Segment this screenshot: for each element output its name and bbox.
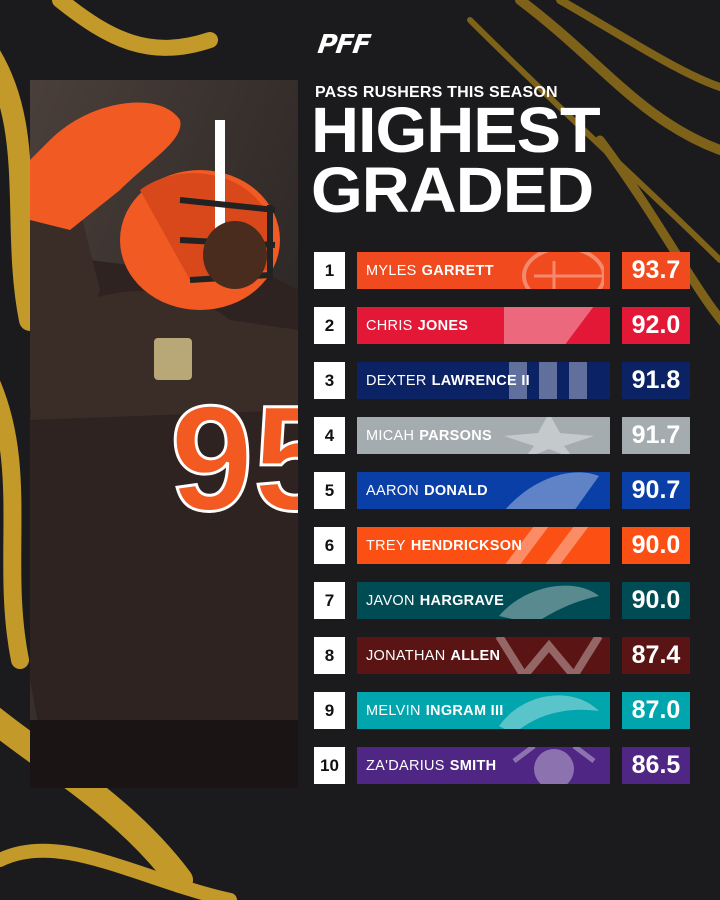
ny-icon — [509, 362, 587, 399]
player-last-name: PARSONS — [419, 427, 492, 444]
player-name-bar: AARON DONALD — [357, 472, 610, 509]
horn-icon — [505, 472, 599, 509]
page-title: HIGHEST GRADED — [311, 94, 601, 226]
player-last-name: JONES — [417, 317, 469, 334]
player-grade: 87.0 — [622, 692, 690, 729]
player-first-name: JONATHAN — [366, 647, 446, 664]
tiger-stripe-icon — [505, 527, 589, 564]
player-name-bar: MICAH PARSONS — [357, 417, 610, 454]
player-name-bar: ZA'DARIUS SMITH — [357, 747, 610, 784]
rankings-list: 1 MYLES GARRETT 93.7 2 CHRIS JONES 92.0 3 DEXTER L… — [314, 252, 690, 802]
player-name-bar: JAVON HARGRAVE — [357, 582, 610, 619]
player-name: JAVON HARGRAVE — [366, 582, 504, 619]
player-name: AARON DONALD — [366, 472, 488, 509]
player-grade: 90.0 — [622, 582, 690, 619]
player-last-name: DONALD — [424, 482, 488, 499]
player-grade: 87.4 — [622, 637, 690, 674]
eagle-icon — [499, 585, 599, 619]
ranking-row: 10 ZA'DARIUS SMITH 86.5 — [314, 747, 690, 784]
rank-number: 5 — [314, 472, 345, 509]
player-grade: 86.5 — [622, 747, 690, 784]
ranking-row: 4 MICAH PARSONS 91.7 — [314, 417, 690, 454]
player-first-name: JAVON — [366, 592, 415, 609]
player-name: MICAH PARSONS — [366, 417, 492, 454]
player-last-name: HARGRAVE — [419, 592, 505, 609]
rank-number: 2 — [314, 307, 345, 344]
player-name: JONATHAN ALLEN — [366, 637, 500, 674]
player-first-name: MICAH — [366, 427, 415, 444]
ranking-row: 9 MELVIN INGRAM III 87.0 — [314, 692, 690, 729]
jersey-number: 95 — [170, 374, 298, 542]
player-grade: 91.8 — [622, 362, 690, 399]
player-first-name: AARON — [366, 482, 420, 499]
player-name: CHRIS JONES — [366, 307, 468, 344]
player-grade: 92.0 — [622, 307, 690, 344]
player-grade: 90.7 — [622, 472, 690, 509]
title-line-1: HIGHEST — [311, 94, 601, 166]
player-name: DEXTER LAWRENCE II — [366, 362, 530, 399]
player-name-bar: CHRIS JONES — [357, 307, 610, 344]
player-last-name: GARRETT — [421, 262, 494, 279]
rank-number: 6 — [314, 527, 345, 564]
rank-number: 7 — [314, 582, 345, 619]
rank-number: 3 — [314, 362, 345, 399]
player-first-name: DEXTER — [366, 372, 427, 389]
viking-icon — [512, 747, 596, 784]
rank-number: 10 — [314, 747, 345, 784]
player-first-name: ZA'DARIUS — [366, 757, 445, 774]
w-icon — [495, 637, 603, 674]
player-first-name: TREY — [366, 537, 406, 554]
player-photo: 95 — [30, 80, 298, 788]
ranking-row: 6 TREY HENDRICKSON 90.0 — [314, 527, 690, 564]
rank-number: 8 — [314, 637, 345, 674]
helmet-icon — [522, 252, 604, 289]
player-grade: 91.7 — [622, 417, 690, 454]
player-name-bar: JONATHAN ALLEN — [357, 637, 610, 674]
dolphin-icon — [499, 695, 599, 729]
player-first-name: MELVIN — [366, 702, 421, 719]
player-last-name: ALLEN — [450, 647, 501, 664]
player-name: MYLES GARRETT — [366, 252, 494, 289]
player-name: ZA'DARIUS SMITH — [366, 747, 496, 784]
player-name: TREY HENDRICKSON — [366, 527, 522, 564]
ranking-row: 3 DEXTER LAWRENCE II 91.8 — [314, 362, 690, 399]
subtitle: PASS RUSHERS THIS SEASON — [315, 84, 558, 101]
player-first-name: MYLES — [366, 262, 417, 279]
ranking-row: 5 AARON DONALD 90.7 — [314, 472, 690, 509]
player-first-name: CHRIS — [366, 317, 413, 334]
player-grade: 93.7 — [622, 252, 690, 289]
player-grade: 90.0 — [622, 527, 690, 564]
title-line-2: GRADED — [311, 154, 594, 226]
arrowhead-icon — [504, 307, 594, 344]
star-icon — [504, 417, 594, 454]
player-last-name: INGRAM III — [425, 702, 504, 719]
player-last-name: LAWRENCE II — [431, 372, 530, 389]
rank-number: 9 — [314, 692, 345, 729]
pff-logo: PFF — [315, 30, 372, 60]
rank-number: 1 — [314, 252, 345, 289]
ranking-row: 8 JONATHAN ALLEN 87.4 — [314, 637, 690, 674]
rank-number: 4 — [314, 417, 345, 454]
ranking-row: 7 JAVON HARGRAVE 90.0 — [314, 582, 690, 619]
player-name-bar: DEXTER LAWRENCE II — [357, 362, 610, 399]
player-name-bar: MYLES GARRETT — [357, 252, 610, 289]
player-last-name: SMITH — [449, 757, 497, 774]
player-last-name: HENDRICKSON — [410, 537, 523, 554]
player-name: MELVIN INGRAM III — [366, 692, 504, 729]
ranking-row: 1 MYLES GARRETT 93.7 — [314, 252, 690, 289]
ranking-row: 2 CHRIS JONES 92.0 — [314, 307, 690, 344]
player-name-bar: MELVIN INGRAM III — [357, 692, 610, 729]
player-name-bar: TREY HENDRICKSON — [357, 527, 610, 564]
